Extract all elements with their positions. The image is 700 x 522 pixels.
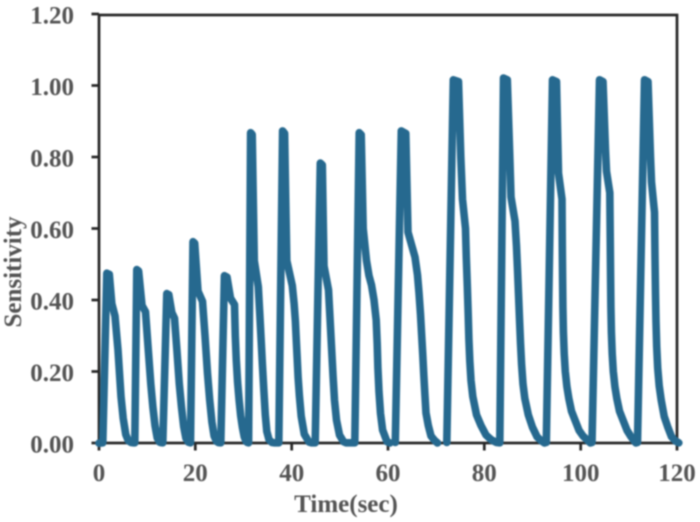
svg-text:0.40: 0.40 xyxy=(30,289,74,316)
svg-text:60: 60 xyxy=(376,460,401,487)
svg-text:Sensitivity: Sensitivity xyxy=(0,216,27,328)
svg-text:1.00: 1.00 xyxy=(30,74,74,101)
svg-text:40: 40 xyxy=(279,460,304,487)
svg-text:0.00: 0.00 xyxy=(30,432,74,459)
svg-text:120: 120 xyxy=(658,460,696,487)
svg-text:0.60: 0.60 xyxy=(30,217,74,244)
svg-text:20: 20 xyxy=(183,460,208,487)
svg-text:Time(sec): Time(sec) xyxy=(294,491,398,518)
svg-text:100: 100 xyxy=(562,460,600,487)
svg-text:0.80: 0.80 xyxy=(30,146,74,173)
svg-text:1.20: 1.20 xyxy=(30,3,74,30)
svg-text:80: 80 xyxy=(472,460,497,487)
svg-text:0: 0 xyxy=(93,460,106,487)
svg-text:0.20: 0.20 xyxy=(30,360,74,387)
